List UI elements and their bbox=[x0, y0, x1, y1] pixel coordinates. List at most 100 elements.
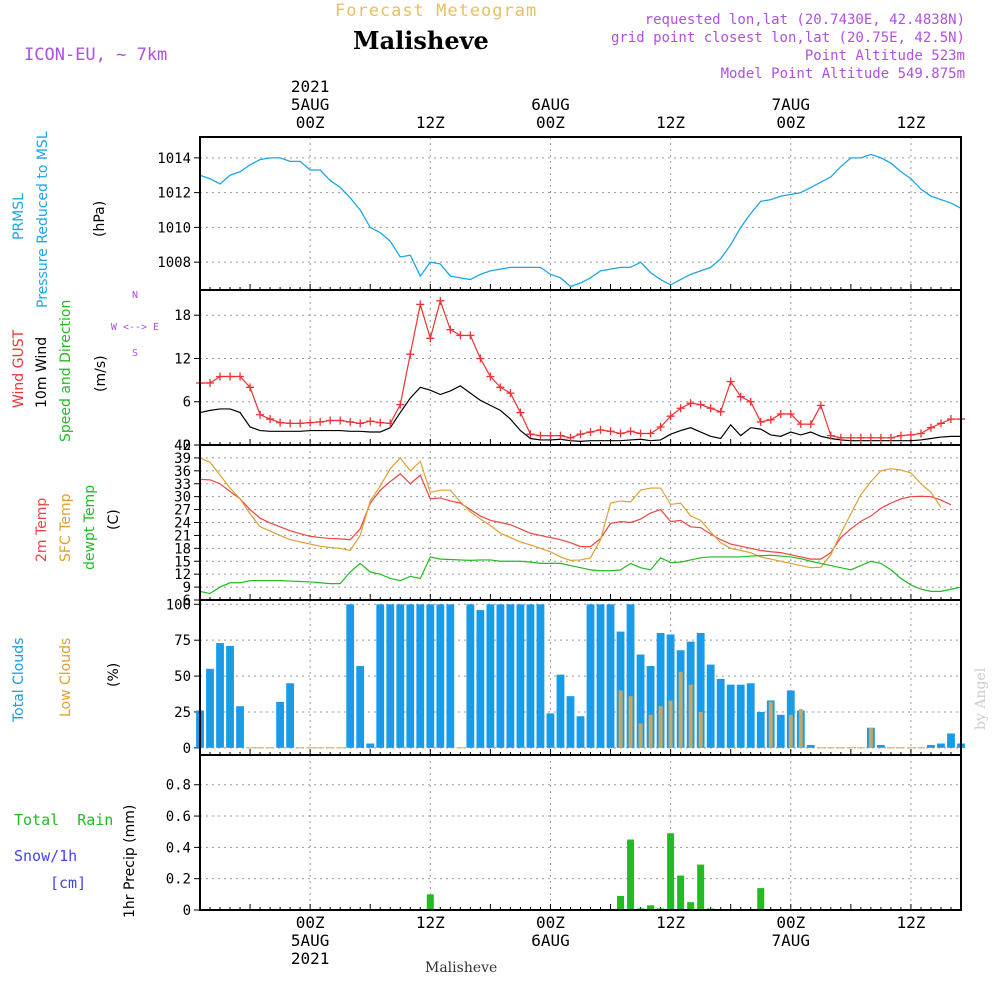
total-cloud-bar bbox=[446, 604, 455, 748]
gust-marker bbox=[576, 430, 585, 439]
gust-marker bbox=[516, 408, 525, 417]
total-cloud-bar bbox=[526, 604, 535, 748]
top-time-label: 2021 bbox=[291, 77, 330, 96]
ytick-label: 0 bbox=[183, 438, 191, 454]
rain-bar bbox=[617, 895, 625, 910]
wind-labels: Wind GUST 10m Wind Speed and Direction (… bbox=[11, 290, 159, 442]
total-cloud-bar bbox=[876, 744, 885, 748]
total-cloud-bar bbox=[947, 733, 955, 748]
temp-label-dewpt: dewpt Temp bbox=[82, 485, 98, 570]
gust-marker bbox=[626, 427, 635, 436]
temp-sfc-line bbox=[199, 456, 942, 569]
gust-marker bbox=[666, 412, 675, 421]
ytick-label: 27 bbox=[174, 503, 191, 519]
gust-marker bbox=[876, 433, 885, 442]
ytick-label: 18 bbox=[174, 308, 191, 324]
total-cloud-bar bbox=[606, 604, 615, 748]
gust-marker bbox=[856, 433, 865, 442]
precip-labels: Total Rain Snow/1h [cm] 1hr Precip (mm) bbox=[14, 805, 138, 918]
total-cloud-bar bbox=[666, 634, 675, 748]
wind-label-gust: Wind GUST bbox=[11, 329, 27, 408]
gust-marker bbox=[436, 296, 445, 305]
temp-label-sfc: SFC Temp bbox=[58, 493, 74, 562]
cloud-labels: Total Clouds Low Clouds (%) bbox=[11, 638, 122, 723]
ytick-label: 0 bbox=[183, 903, 191, 919]
gust-marker bbox=[316, 417, 325, 426]
gust-marker bbox=[506, 389, 515, 398]
low-cloud-bar bbox=[648, 714, 653, 748]
ytick-label: 0.4 bbox=[166, 840, 191, 856]
rain-bar bbox=[677, 875, 685, 910]
gust-marker bbox=[396, 400, 405, 409]
ytick-label: 6 bbox=[183, 593, 191, 609]
ytick-label: 50 bbox=[174, 669, 191, 685]
total-cloud-bar bbox=[706, 664, 715, 748]
total-cloud-bar bbox=[806, 744, 815, 748]
gust-marker bbox=[346, 417, 355, 426]
ytick-label: 18 bbox=[174, 541, 191, 557]
total-cloud-bar bbox=[356, 666, 365, 748]
total-cloud-bar bbox=[226, 645, 234, 748]
gust-marker bbox=[296, 419, 305, 428]
total-cloud-bar bbox=[626, 604, 635, 748]
ytick-label: 100 bbox=[166, 597, 191, 613]
temp-label-2m: 2m Temp bbox=[34, 498, 50, 562]
gust-marker bbox=[526, 430, 535, 439]
total-cloud-bar bbox=[656, 633, 665, 748]
gust-marker bbox=[696, 400, 705, 409]
low-cloud-bar bbox=[868, 727, 873, 748]
gust-marker bbox=[466, 331, 475, 340]
total-cloud-bar bbox=[736, 684, 745, 748]
panel-frame bbox=[199, 136, 962, 291]
total-cloud-bar bbox=[546, 713, 555, 748]
total-cloud-bar bbox=[236, 706, 244, 748]
gust-marker bbox=[406, 350, 415, 359]
gust-marker bbox=[636, 429, 645, 438]
gust-marker bbox=[216, 372, 225, 381]
total-cloud-bar bbox=[426, 604, 435, 748]
low-cloud-bar bbox=[658, 706, 663, 748]
panels: 1008101010121014061218691215182124273033… bbox=[157, 136, 965, 919]
gust-marker bbox=[776, 410, 785, 418]
gust-marker bbox=[426, 334, 435, 343]
cloud-label-low: Low Clouds bbox=[58, 638, 74, 717]
pressure-label-2: Pressure Reduced to MSL bbox=[35, 131, 51, 308]
gust-marker bbox=[496, 383, 505, 392]
rain-bar bbox=[687, 902, 695, 910]
gust-marker bbox=[646, 429, 655, 438]
panel-precip: 0 0.2 0.4 0.6 0.8 bbox=[166, 754, 962, 919]
ytick-label: 0.8 bbox=[166, 778, 191, 794]
total-cloud-bar bbox=[596, 604, 605, 748]
low-cloud-bar bbox=[768, 701, 773, 748]
rain-bar bbox=[647, 905, 655, 910]
panel-wind: 0 6 12 18 bbox=[174, 289, 965, 454]
gust-marker bbox=[236, 372, 245, 381]
gust-marker bbox=[946, 415, 955, 424]
gust-marker bbox=[866, 433, 875, 442]
ytick-label: 39 bbox=[174, 451, 191, 467]
gust-marker bbox=[606, 427, 615, 436]
gust-marker bbox=[486, 372, 495, 381]
bottom-time-label: 12Z bbox=[656, 913, 685, 932]
gust-marker bbox=[326, 416, 335, 425]
total-cloud-bar bbox=[466, 604, 475, 748]
top-time-label: 00Z bbox=[296, 113, 325, 132]
gust-marker bbox=[926, 423, 935, 432]
pressure-line bbox=[199, 153, 962, 288]
requested-location: requested lon,lat (20.7430E, 42.4838N) bbox=[645, 12, 965, 28]
ytick-label: 0.6 bbox=[166, 809, 191, 825]
total-cloud-bar bbox=[566, 696, 575, 748]
gust-marker bbox=[366, 417, 375, 426]
wind-gust-line bbox=[200, 298, 961, 439]
ytick-label: 6 bbox=[183, 395, 191, 411]
ytick-label: 9 bbox=[183, 580, 191, 596]
gust-marker bbox=[676, 404, 685, 413]
low-cloud-bar bbox=[668, 700, 673, 748]
total-cloud-bar bbox=[416, 604, 425, 748]
low-cloud-bar bbox=[618, 690, 623, 748]
total-cloud-bar bbox=[586, 604, 595, 748]
total-cloud-bar bbox=[486, 604, 495, 748]
ytick-label: 36 bbox=[174, 464, 191, 480]
gust-marker bbox=[936, 419, 945, 428]
